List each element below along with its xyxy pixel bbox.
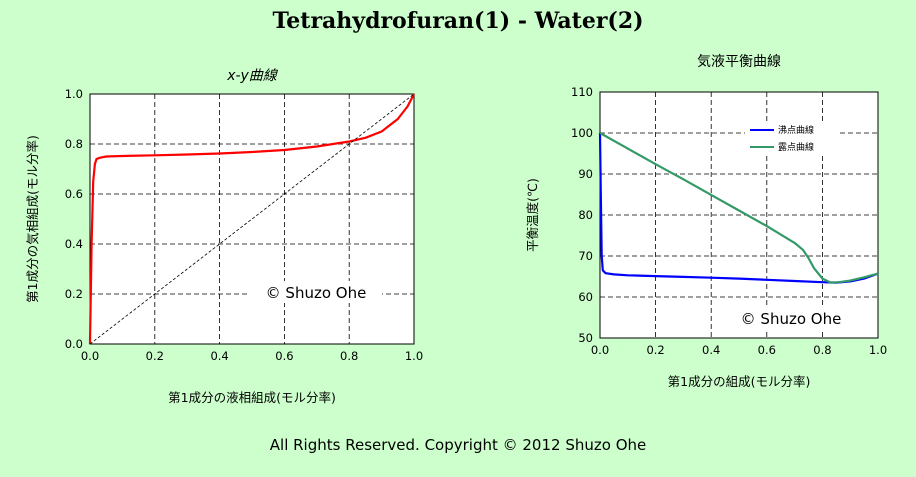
xy-y-tick-labels: 0.0 0.2 0.4 0.6 0.8 1.0 [65, 87, 83, 351]
y-tick-label: 0.8 [65, 137, 83, 151]
x-tick-label: 1.0 [869, 343, 887, 357]
x-tick-label: 0.0 [81, 349, 99, 363]
x-tick-label: 0.6 [758, 343, 776, 357]
vle-watermark-bg [735, 306, 851, 330]
xy-watermark: © Shuzo Ohe [266, 284, 367, 302]
x-tick-label: 0.6 [275, 349, 293, 363]
x-tick-label: 0.8 [813, 343, 831, 357]
x-tick-label: 0.2 [146, 349, 164, 363]
y-tick-label: 0.6 [65, 187, 83, 201]
x-tick-label: 0.8 [340, 349, 358, 363]
xy-x-axis-label: 第1成分の液相組成(モル分率) [168, 390, 336, 405]
series-line-1 [599, 132, 879, 284]
page-title: Tetrahydrofuran(1) - Water(2) [272, 8, 644, 34]
y-tick-label: 0.4 [65, 237, 83, 251]
xy-y-axis-label: 第1成分の気相組成(モル分率) [25, 135, 40, 303]
y-tick-label: 110 [571, 85, 593, 99]
x-tick-label: 0.4 [210, 349, 228, 363]
vle-chart-title: 気液平衡曲線 [697, 54, 781, 70]
x-tick-label: 0.0 [591, 343, 609, 357]
xy-chart: 0.0 0.2 0.4 0.6 0.8 1.0 0.0 0.2 0.4 0.6 0.8 1.0 © … [25, 68, 423, 405]
y-tick-label: 80 [578, 208, 593, 222]
y-tick-label: 70 [578, 249, 593, 263]
y-tick-label: 100 [571, 126, 593, 140]
y-tick-label: 60 [578, 290, 593, 304]
vle-series [598, 132, 879, 284]
diagonal-reference-line [89, 93, 415, 345]
x-tick-label: 0.2 [646, 343, 664, 357]
vle-y-axis-label: 平衡温度(℃) [525, 178, 540, 252]
legend-label-dew: 露点曲線 [778, 141, 814, 153]
y-tick-label: 0.2 [65, 287, 83, 301]
y-tick-label: 1.0 [65, 87, 83, 101]
xy-x-tick-labels: 0.0 0.2 0.4 0.6 0.8 1.0 [81, 349, 423, 363]
vle-y-tick-labels: 50 60 70 80 90 100 110 [571, 85, 593, 345]
copyright-footer: All Rights Reserved. Copyright © 2012 Sh… [269, 436, 647, 454]
vle-chart: 0.0 0.2 0.4 0.6 0.8 1.0 50 60 70 80 90 100 110 © Sh… [525, 54, 887, 389]
vle-x-tick-labels: 0.0 0.2 0.4 0.6 0.8 1.0 [591, 343, 887, 357]
y-tick-label: 90 [578, 167, 593, 181]
x-tick-label: 0.4 [702, 343, 720, 357]
x-tick-label: 1.0 [405, 349, 423, 363]
y-tick-label: 50 [578, 331, 593, 345]
xy-series [88, 93, 415, 345]
series-line-0 [88, 93, 415, 345]
legend-box [745, 122, 837, 156]
y-tick-label: 0.0 [65, 337, 83, 351]
xy-watermark-bg [250, 281, 382, 303]
xy-chart-title: x-y曲線 [226, 68, 279, 84]
vle-x-axis-label: 第1成分の組成(モル分率) [668, 374, 811, 389]
vle-legend: 沸点曲線 露点曲線 [745, 122, 837, 156]
vle-watermark: © Shuzo Ohe [741, 310, 842, 328]
legend-label-boiling: 沸点曲線 [778, 124, 814, 136]
